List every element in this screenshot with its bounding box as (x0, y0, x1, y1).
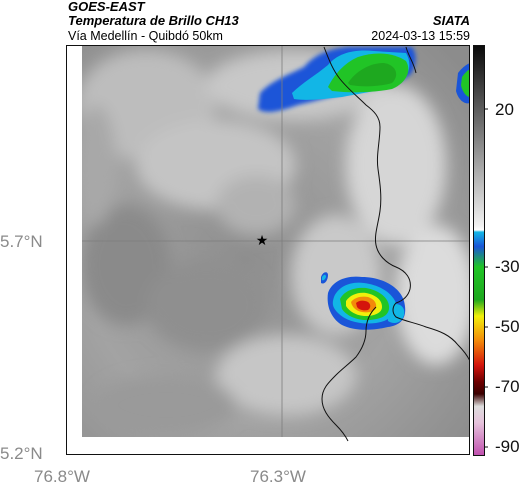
datetime-label: 2024-03-13 15:59 (371, 29, 470, 43)
city-marker-icon: ★ (256, 233, 269, 249)
satellite-map[interactable]: ★ (66, 45, 470, 455)
colorbar-tick-20: 20 (495, 100, 514, 119)
lat-label-5-7: 5.7°N (0, 232, 43, 251)
map-border (66, 45, 470, 455)
colorbar-tick-minus-90: -90 (495, 437, 520, 456)
colorbar-tick-minus-50: -50 (495, 317, 520, 336)
lon-label-76-8: 76.8°W (34, 467, 90, 486)
cloud-top-cell-north (258, 47, 416, 112)
region-label: Vía Medellín - Quibdó 50km (68, 29, 223, 43)
lon-label-76-3: 76.3°W (250, 467, 306, 486)
product-title: Temperatura de Brillo CH13 (68, 13, 239, 28)
satellite-title: GOES-EAST (68, 0, 145, 14)
source-label: SIATA (432, 13, 470, 28)
gridlines (82, 45, 470, 437)
colorbar-tick-minus-30: -30 (495, 257, 520, 276)
colorbar (473, 45, 488, 456)
border-lines (321, 46, 470, 442)
lat-label-5-2: 5.2°N (0, 444, 43, 463)
cloud-top-cell-northeast (456, 63, 470, 104)
colorbar-tick-minus-70: -70 (495, 377, 520, 396)
